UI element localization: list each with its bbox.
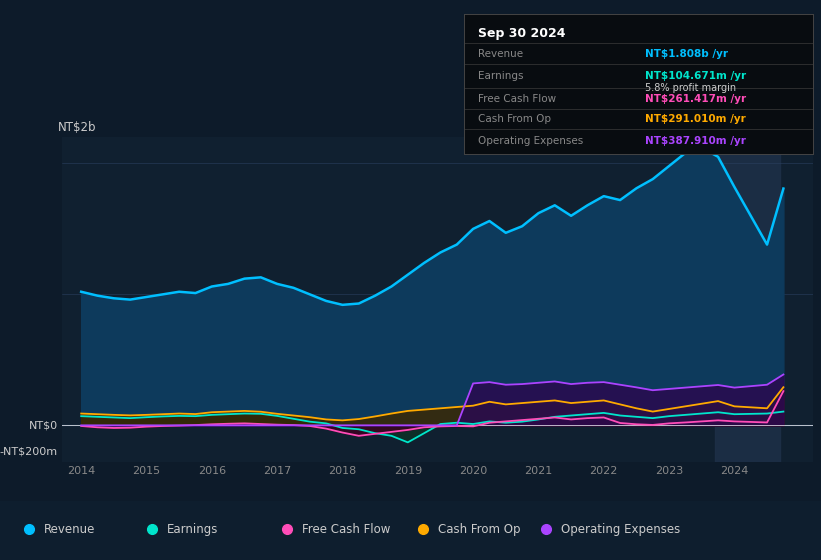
- Text: NT$1.808b /yr: NT$1.808b /yr: [645, 49, 728, 59]
- Text: NT$387.910m /yr: NT$387.910m /yr: [645, 136, 746, 146]
- Text: Sep 30 2024: Sep 30 2024: [478, 27, 566, 40]
- Text: Operating Expenses: Operating Expenses: [561, 523, 680, 536]
- Text: Operating Expenses: Operating Expenses: [478, 136, 583, 146]
- Text: Free Cash Flow: Free Cash Flow: [478, 94, 556, 104]
- Text: Free Cash Flow: Free Cash Flow: [302, 523, 391, 536]
- Text: 5.8% profit margin: 5.8% profit margin: [645, 83, 736, 93]
- Text: NT$0: NT$0: [29, 421, 57, 430]
- Text: Earnings: Earnings: [478, 71, 523, 81]
- Text: -NT$200m: -NT$200m: [0, 446, 57, 456]
- Text: Revenue: Revenue: [478, 49, 523, 59]
- Text: Earnings: Earnings: [167, 523, 218, 536]
- Text: NT$104.671m /yr: NT$104.671m /yr: [645, 71, 746, 81]
- Text: NT$2b: NT$2b: [57, 121, 96, 134]
- Text: Cash From Op: Cash From Op: [438, 523, 520, 536]
- Bar: [715, 137, 780, 462]
- Text: Revenue: Revenue: [44, 523, 95, 536]
- Text: Cash From Op: Cash From Op: [478, 114, 551, 124]
- Text: NT$291.010m /yr: NT$291.010m /yr: [645, 114, 746, 124]
- Text: NT$261.417m /yr: NT$261.417m /yr: [645, 94, 746, 104]
